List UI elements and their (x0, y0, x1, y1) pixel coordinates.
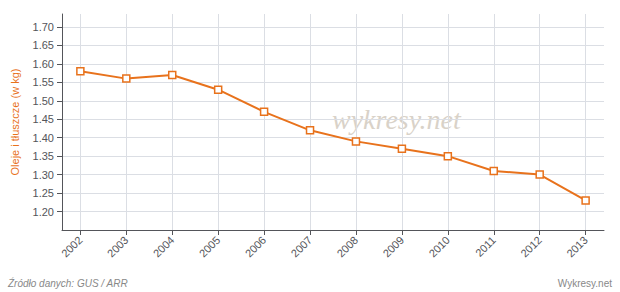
svg-text:2002: 2002 (59, 234, 85, 260)
svg-text:2003: 2003 (105, 234, 131, 260)
svg-text:2008: 2008 (334, 234, 360, 260)
svg-text:1.50: 1.50 (33, 95, 54, 107)
svg-text:2007: 2007 (289, 234, 315, 260)
svg-text:1.55: 1.55 (33, 76, 54, 88)
svg-text:Wykresy.net: Wykresy.net (558, 278, 612, 289)
svg-text:1.70: 1.70 (33, 21, 54, 33)
svg-text:Źródło danych: GUS / ARR: Źródło danych: GUS / ARR (7, 277, 128, 289)
svg-text:2006: 2006 (243, 234, 269, 260)
svg-text:1.40: 1.40 (33, 132, 54, 144)
svg-text:1.30: 1.30 (33, 169, 54, 181)
svg-text:2013: 2013 (564, 234, 590, 260)
svg-text:wykresy.net: wykresy.net (332, 103, 461, 135)
svg-text:Oleje i tłuszcze (w kg): Oleje i tłuszcze (w kg) (9, 69, 21, 176)
svg-text:1.65: 1.65 (33, 39, 54, 51)
svg-text:2011: 2011 (473, 234, 498, 259)
svg-text:1.60: 1.60 (33, 58, 54, 70)
svg-text:1.20: 1.20 (33, 206, 54, 218)
svg-text:1.35: 1.35 (33, 150, 54, 162)
svg-text:2009: 2009 (380, 234, 406, 260)
svg-text:1.45: 1.45 (33, 113, 54, 125)
svg-text:2005: 2005 (197, 234, 223, 260)
svg-text:2004: 2004 (151, 234, 177, 260)
svg-text:2012: 2012 (518, 234, 544, 260)
svg-text:2010: 2010 (426, 234, 452, 260)
svg-text:1.25: 1.25 (33, 187, 54, 199)
